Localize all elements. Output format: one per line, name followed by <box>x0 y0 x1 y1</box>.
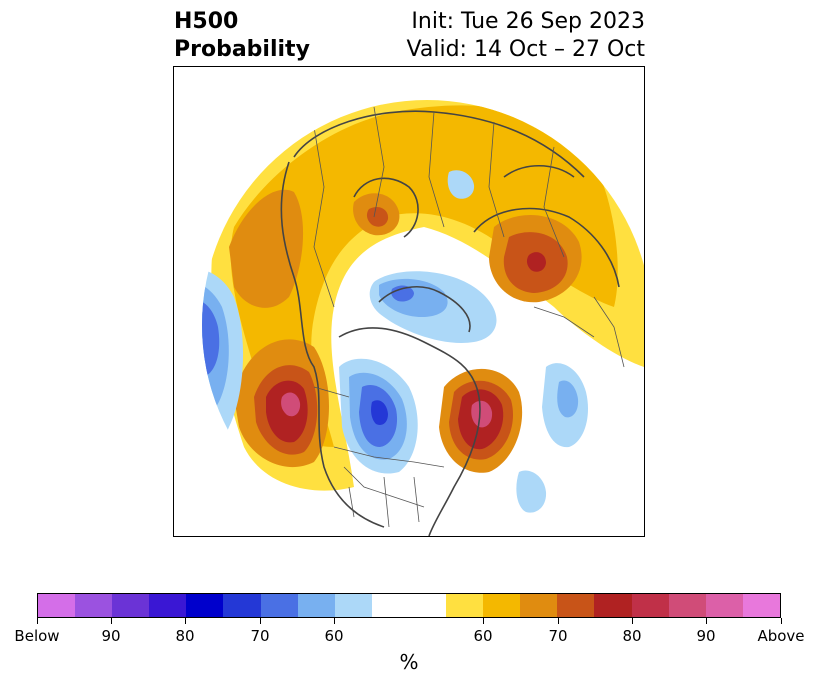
colorbar-segment <box>75 594 113 617</box>
below-peak-arctic <box>391 285 414 302</box>
colorbar-tick-label: 80 <box>622 627 642 645</box>
colorbar-segment <box>334 594 372 617</box>
colorbar-segment <box>520 594 558 617</box>
map-canvas <box>202 100 644 536</box>
colorbar-segment <box>408 594 447 617</box>
valid-range: Valid: 14 Oct – 27 Oct <box>406 37 645 62</box>
colorbar-segment <box>594 594 632 617</box>
below-region-pacific <box>516 470 547 513</box>
colorbar-segment <box>446 594 484 617</box>
colorbar-tick <box>483 618 484 624</box>
colorbar-tick-label: 70 <box>250 627 270 645</box>
colorbar-segment <box>38 594 76 617</box>
colorbar-tick-label: 60 <box>324 627 344 645</box>
colorbar-tick <box>781 618 782 624</box>
colorbar-tick-label: 70 <box>548 627 568 645</box>
below-core-atlantic <box>557 380 579 418</box>
colorbar-unit-label: % <box>399 650 419 674</box>
colorbar-segment <box>742 594 780 617</box>
colorbar-tick-label: Below <box>14 627 60 645</box>
above-region-west <box>229 189 304 308</box>
colorbar-tick <box>185 618 186 624</box>
above-region-north-inner <box>230 105 618 447</box>
colorbar-tick <box>558 618 559 624</box>
colorbar-tick-label: 90 <box>696 627 716 645</box>
colorbar-segment <box>297 594 335 617</box>
title-metric: Probability <box>174 37 310 62</box>
colorbar-segment <box>149 594 187 617</box>
colorbar-segment <box>223 594 261 617</box>
colorbar-tick <box>37 618 38 624</box>
colorbar-tick-label: 90 <box>101 627 121 645</box>
above-core-central <box>366 207 389 227</box>
colorbar-segment <box>705 594 743 617</box>
colorbar-segment <box>260 594 298 617</box>
borders <box>313 106 625 528</box>
colorbar-segment <box>557 594 595 617</box>
colorbar-tick <box>334 618 335 624</box>
below-peak-west <box>202 299 220 378</box>
below-core-west <box>202 282 229 418</box>
colorbar-tick <box>260 618 261 624</box>
above-max-west <box>281 392 301 417</box>
chart-title-right: Init: Tue 26 Sep 2023 Valid: 14 Oct – 27… <box>407 8 645 64</box>
above-max-east <box>471 400 493 428</box>
colorbar-segment <box>186 594 224 617</box>
colorbar-segment <box>631 594 669 617</box>
probability-map <box>173 66 645 537</box>
colorbar-tick <box>632 618 633 624</box>
colorbar-segment <box>483 594 521 617</box>
chart-title-left: H500 Probability <box>174 8 310 64</box>
colorbar-tick-label: Above <box>757 627 805 645</box>
colorbar-tick <box>706 618 707 624</box>
above-peak-europe <box>526 252 546 272</box>
below-max-canada <box>371 400 388 425</box>
init-date: Init: Tue 26 Sep 2023 <box>411 9 645 34</box>
colorbar-segment <box>371 594 409 617</box>
below-region-siberia <box>447 170 475 199</box>
colorbar-segment <box>668 594 706 617</box>
colorbar-tick-label: 80 <box>175 627 195 645</box>
colorbar-tick-label: 60 <box>473 627 493 645</box>
title-variable: H500 <box>174 9 239 34</box>
colorbar <box>37 593 781 618</box>
colorbar-segment <box>112 594 150 617</box>
colorbar-tick <box>111 618 112 624</box>
